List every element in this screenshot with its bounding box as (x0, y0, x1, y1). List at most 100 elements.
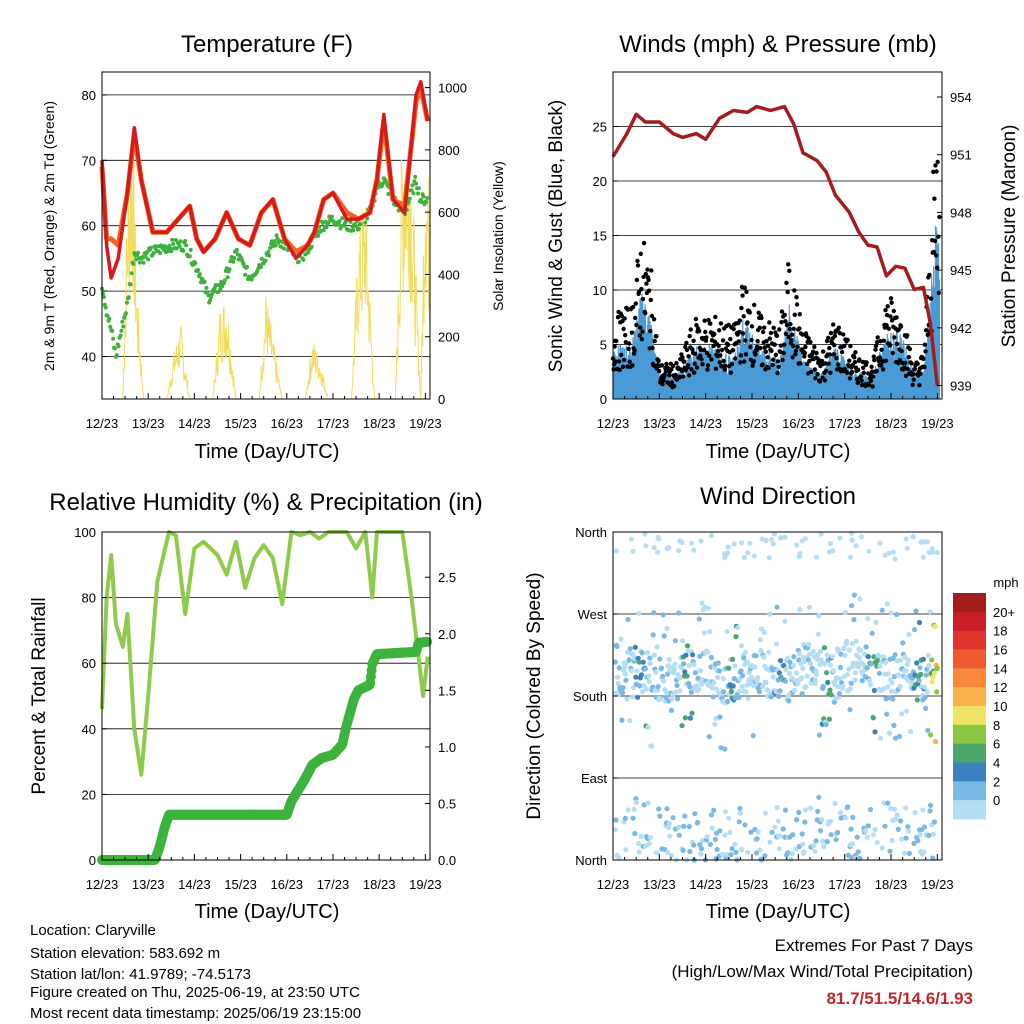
wind-direction-point (668, 707, 675, 714)
gust-point (823, 368, 829, 374)
wind-direction-point (903, 835, 909, 841)
gust-point (619, 352, 624, 357)
gust-point (784, 322, 790, 328)
gust-point (764, 339, 769, 344)
gust-point (845, 337, 850, 343)
gust-point (691, 338, 696, 343)
speed-colorbar: mph 20+ 18 16 14 12 10 8 6 4 2 0 (953, 575, 1019, 820)
gust-point (684, 340, 689, 346)
gust-point (660, 382, 665, 387)
wind-direction-point (745, 696, 751, 702)
wind-direction-point (866, 548, 872, 554)
y-tick-label: 80 (82, 88, 96, 103)
gust-point (795, 344, 800, 349)
wind-direction-point (876, 670, 883, 676)
dewpoint-point (141, 260, 146, 265)
wind-direction-point (897, 683, 903, 690)
gust-point (842, 343, 847, 349)
wind-direction-point (742, 649, 749, 655)
y-tick-label: West (578, 607, 608, 622)
gust-point (657, 368, 662, 374)
gust-point (767, 336, 772, 341)
wind-direction-point (631, 806, 637, 813)
gust-point (885, 304, 890, 309)
gust-point (711, 343, 716, 349)
wind-direction-point (930, 831, 937, 838)
wind-direction-point (751, 683, 757, 689)
gust-point (708, 321, 713, 326)
gust-point (700, 362, 705, 367)
winds-xlabel: Time (Day/UTC) (706, 441, 851, 463)
wind-direction-point (895, 826, 901, 833)
wind-direction-point (864, 834, 870, 840)
wind-direction-point (884, 601, 890, 607)
gust-point (645, 267, 650, 272)
x-tick-label: 18/23 (875, 416, 908, 431)
wind-direction-point (904, 708, 910, 714)
gust-point (897, 358, 903, 363)
gust-point (832, 333, 838, 339)
wind-direction-point (807, 660, 814, 667)
wind-direction-point (888, 805, 894, 812)
gust-point (635, 258, 640, 264)
wind-direction-point (651, 652, 657, 658)
x-tick-label: 13/23 (643, 877, 676, 892)
wind-direction-point (816, 794, 822, 800)
dewpoint-point (258, 265, 263, 269)
gust-point (889, 300, 894, 305)
gust-point (883, 358, 889, 363)
gust-point (884, 312, 890, 318)
gust-point (812, 344, 817, 350)
gust-point (765, 355, 770, 360)
dewpoint-point (227, 267, 232, 272)
dewpoint-point (120, 319, 125, 324)
direction-ylabel: Direction (Colored By Speed) (524, 572, 545, 819)
wind-direction-point (648, 743, 655, 749)
wind-direction-point (627, 646, 633, 652)
wind-direction-point (752, 664, 758, 670)
wind-direction-point (623, 677, 629, 683)
wind-direction-point (888, 610, 894, 616)
dewpoint-point (274, 233, 279, 238)
gust-point (741, 314, 746, 319)
gust-point (648, 329, 653, 334)
gust-point (911, 377, 916, 382)
wind-direction-point (810, 648, 816, 654)
wind-direction-point (833, 837, 839, 843)
dewpoint-point (129, 271, 134, 276)
dewpoint-point (301, 257, 306, 262)
gust-point (775, 359, 781, 364)
gust-point (798, 361, 803, 366)
wind-direction-point (664, 806, 670, 812)
gust-point (817, 379, 823, 384)
station-info: Location: Claryville Station elevation: … (30, 922, 361, 1022)
wind-direction-point (840, 683, 846, 690)
winds-ylabel-right: Station Pressure (Maroon) (999, 125, 1020, 348)
dewpoint-point (105, 313, 110, 318)
gust-point (837, 331, 843, 336)
wind-direction-point (675, 696, 681, 702)
wind-direction-point (615, 680, 621, 686)
gust-point (730, 348, 736, 353)
gust-point (917, 383, 922, 388)
colorbar-label: 16 (993, 643, 1007, 658)
gust-point (880, 359, 885, 364)
wind-direction-point (902, 654, 908, 660)
gust-point (861, 370, 866, 375)
wind-direction-point (704, 834, 710, 840)
wind-direction-point (686, 662, 692, 669)
wind-direction-point (782, 807, 789, 813)
wind-direction-point (879, 607, 885, 613)
wind-direction-point (774, 641, 780, 647)
wind-direction-point (873, 619, 879, 626)
wind-direction-point (612, 827, 618, 833)
dewpoint-point (178, 239, 183, 244)
gust-point (827, 345, 832, 351)
wind-direction-point (691, 662, 697, 668)
x-tick-label: 17/23 (317, 416, 350, 431)
dewpoint-point (170, 237, 175, 242)
wind-direction-point (628, 536, 635, 542)
wind-direction-point (682, 669, 688, 675)
wind-direction-point (747, 540, 753, 546)
dewpoint-point (256, 266, 261, 271)
